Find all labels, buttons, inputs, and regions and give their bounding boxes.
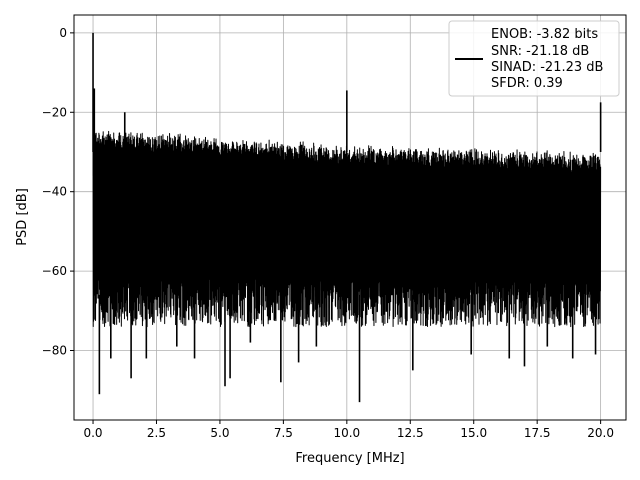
x-axis-label: Frequency [MHz] — [295, 451, 404, 466]
y-axis-label: PSD [dB] — [15, 188, 30, 246]
x-axis-ticks: 0.0 2.5 5.0 7.5 10.0 12.5 15.0 17.5 20.0 — [83, 420, 614, 440]
y-tick-label: −40 — [42, 185, 67, 199]
psd-trace — [92, 130, 602, 328]
plot-area-frame — [73, 14, 627, 421]
y-tick-label: −80 — [42, 344, 67, 358]
x-tick-label: 12.5 — [397, 426, 424, 440]
legend-snr: SNR: -21.18 dB — [491, 44, 589, 59]
x-tick-label: 20.0 — [587, 426, 614, 440]
x-tick-label: 7.5 — [274, 426, 293, 440]
legend-box — [448, 20, 620, 97]
x-tick-label: 10.0 — [333, 426, 360, 440]
y-tick-label: −60 — [42, 264, 67, 278]
legend-sinad: SINAD: -21.23 dB — [491, 60, 603, 75]
y-tick-label: −20 — [42, 105, 67, 119]
psd-series — [92, 32, 602, 403]
x-tick-label: 17.5 — [524, 426, 551, 440]
legend-sfdr: SFDR: 0.39 — [491, 76, 563, 91]
legend: ENOB: -3.82 bits SNR: -21.18 dB SINAD: -… — [448, 20, 620, 97]
x-tick-label: 15.0 — [460, 426, 487, 440]
y-tick-label: 0 — [59, 26, 67, 40]
legend-enob: ENOB: -3.82 bits — [491, 27, 598, 42]
x-tick-label: 5.0 — [210, 426, 229, 440]
x-tick-label: 0.0 — [83, 426, 102, 440]
y-axis-ticks: 0 −20 −40 −60 −80 — [42, 26, 74, 358]
x-tick-label: 2.5 — [147, 426, 166, 440]
